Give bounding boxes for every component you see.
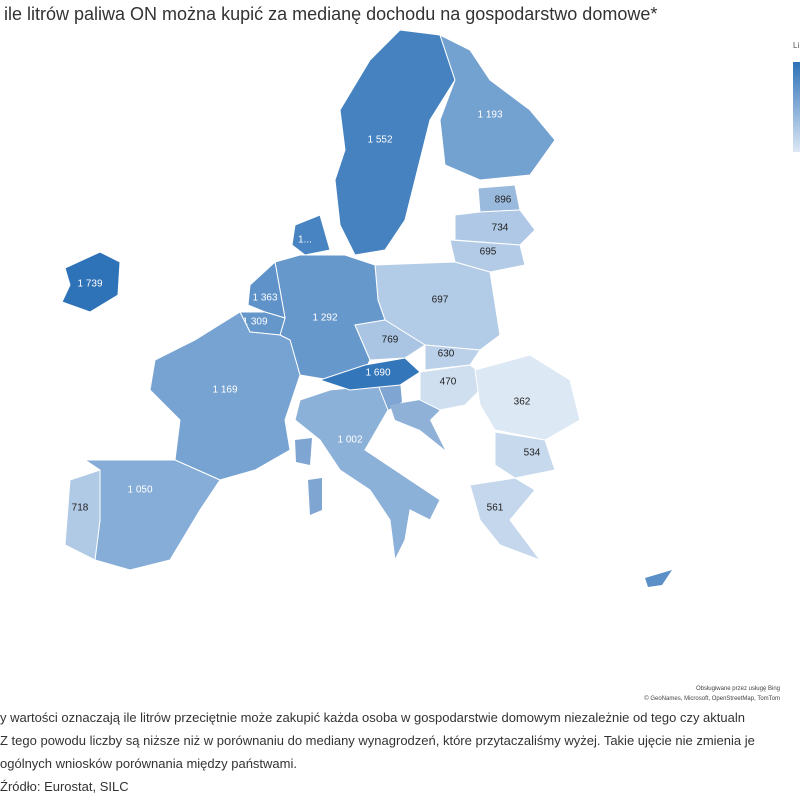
region-label: 362 (514, 397, 531, 408)
region (469, 477, 542, 562)
region (149, 311, 301, 481)
region-label: 697 (432, 295, 449, 306)
attribution: Obsługiwane przez usługę Bing (696, 686, 780, 692)
region-label: 1 552 (367, 135, 392, 146)
region (294, 384, 441, 562)
title: ile litrów paliwa ON można kupić za medi… (4, 4, 657, 24)
region (645, 570, 672, 587)
region (474, 354, 581, 441)
region-label: 470 (440, 377, 457, 388)
region-label: 1 193 (477, 110, 502, 121)
source: Źródło: Eurostat, SILC (0, 779, 129, 794)
region (64, 469, 101, 561)
region-label: 1 309 (242, 317, 267, 328)
region (291, 214, 331, 256)
region-label: 1... (298, 235, 312, 246)
region-label: 1 002 (337, 435, 362, 446)
region-label: 734 (492, 223, 509, 234)
region (83, 459, 221, 571)
region (390, 400, 445, 450)
footnote: Z tego powodu liczby są niższe niż w por… (0, 733, 755, 748)
region-label: 1 050 (127, 485, 152, 496)
region (61, 251, 121, 313)
region-label: 769 (382, 335, 399, 346)
region-label: 718 (72, 503, 89, 514)
region-label: 1 169 (212, 385, 237, 396)
region-label: 896 (495, 195, 512, 206)
legend-gradient (793, 62, 800, 152)
regions: 1 739 1 552 1 193 896 734 695 1... 697 1 292 1 36… (61, 29, 672, 587)
region-label: 1 363 (252, 293, 277, 304)
region (449, 239, 526, 273)
region-label: 561 (487, 503, 504, 514)
region-label: 534 (524, 448, 541, 459)
region-label: 630 (438, 349, 455, 360)
region-label: 695 (480, 247, 497, 258)
footnote: ogólnych wniosków porównania między pańs… (0, 756, 297, 771)
attribution: © GeoNames, Microsoft, OpenStreetMap, To… (644, 695, 780, 702)
region (419, 364, 491, 411)
region (354, 319, 426, 361)
region (378, 380, 402, 410)
region (494, 431, 556, 479)
region-label: 1 739 (77, 279, 102, 290)
legend-title: Li (793, 41, 799, 50)
region (334, 29, 456, 256)
region-label: 1 292 (312, 313, 337, 324)
region (308, 478, 322, 515)
region (439, 34, 556, 181)
region-label: 1 690 (365, 368, 390, 379)
footnote: y wartości oznaczają ile litrów przecięt… (0, 710, 745, 725)
region (295, 438, 312, 465)
